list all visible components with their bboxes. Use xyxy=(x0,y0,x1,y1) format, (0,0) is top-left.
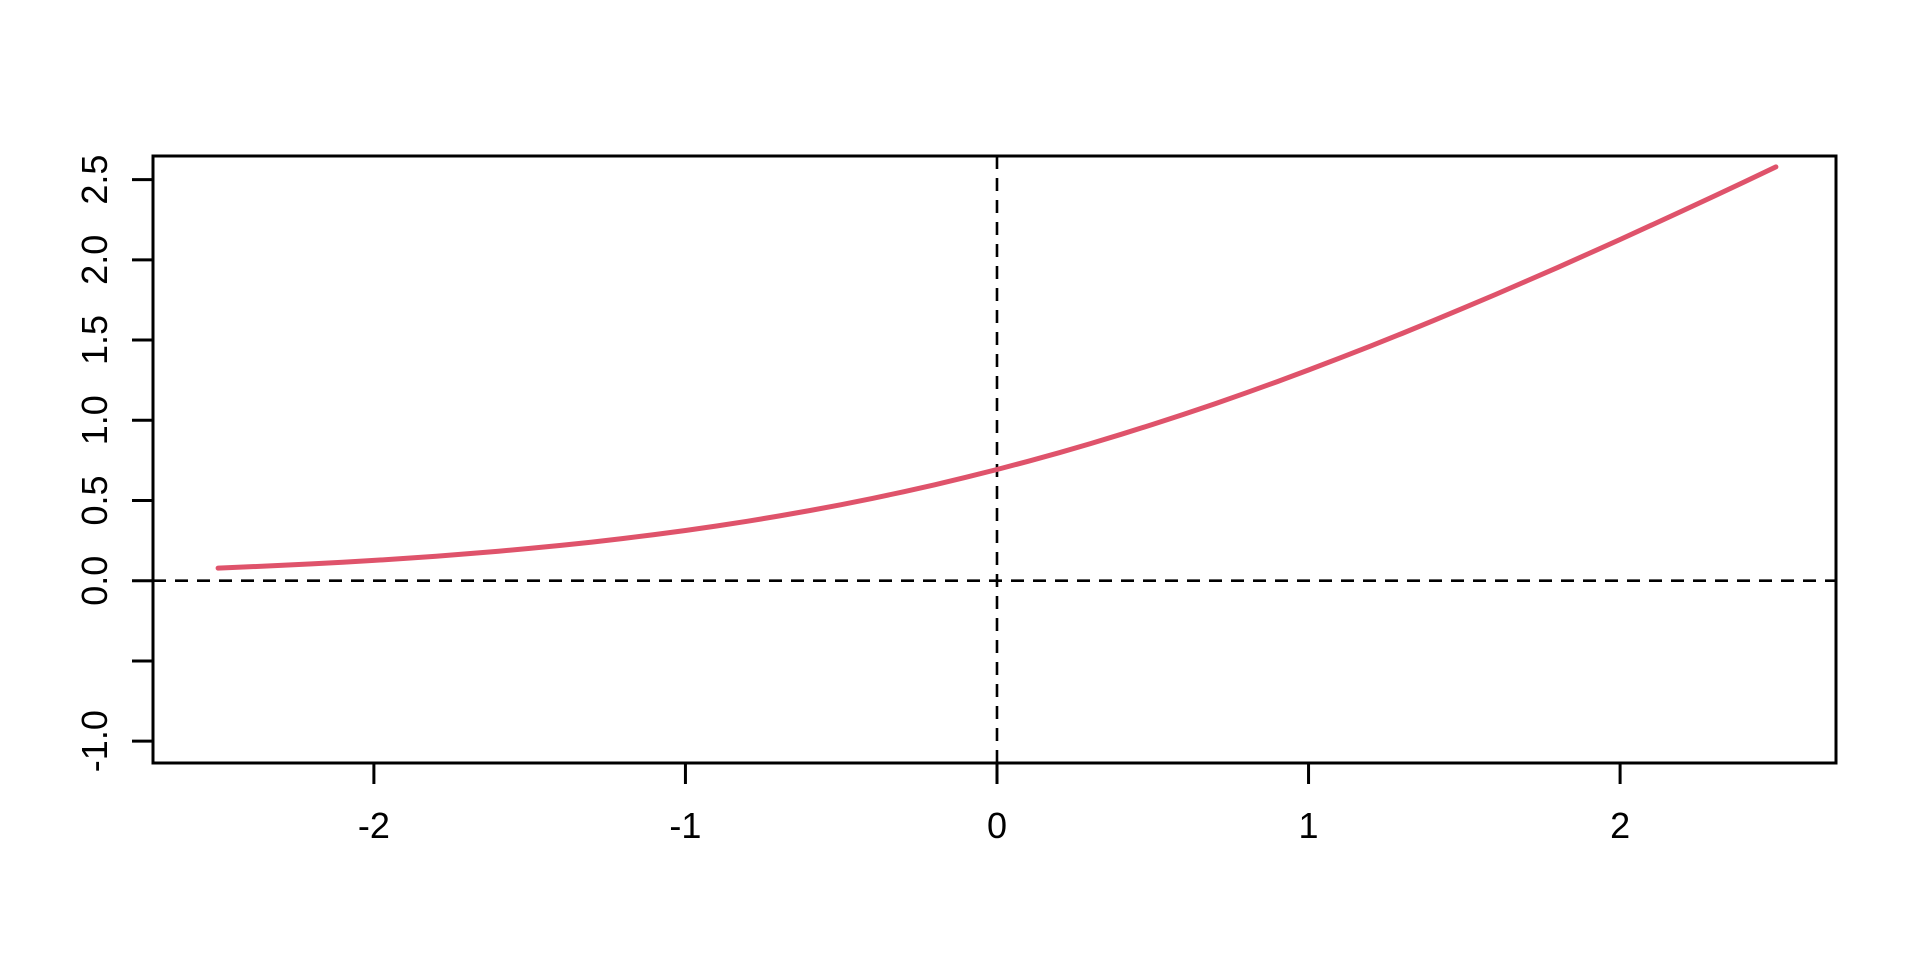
y-axis-tick-label: -1.0 xyxy=(74,710,115,772)
y-axis-tick-label: 0.5 xyxy=(74,475,115,525)
x-axis-tick-label: -2 xyxy=(358,805,390,846)
y-axis-tick-label: 1.5 xyxy=(74,315,115,365)
x-axis-tick-label: 2 xyxy=(1610,805,1630,846)
data-curve xyxy=(215,164,1779,571)
y-axis-tick-label: 2.0 xyxy=(74,235,115,285)
y-axis-tick-label: 2.5 xyxy=(74,155,115,205)
tick-labels-layer: -2 -1 0 1 2 2.5 2.0 1.5 1.0 0.5 0.0 -1.0 xyxy=(74,155,1630,846)
x-axis-tick-label: -1 xyxy=(669,805,701,846)
y-axis-tick-label: 1.0 xyxy=(74,395,115,445)
axes-layer xyxy=(132,154,1838,784)
data-series-layer xyxy=(215,164,1779,571)
y-axis-tick-label: 0.0 xyxy=(74,556,115,606)
x-axis-tick-label: 1 xyxy=(1299,805,1319,846)
reference-lines-layer xyxy=(153,156,1836,763)
x-axis-tick-label: 0 xyxy=(987,805,1007,846)
plot-border xyxy=(151,154,1838,765)
